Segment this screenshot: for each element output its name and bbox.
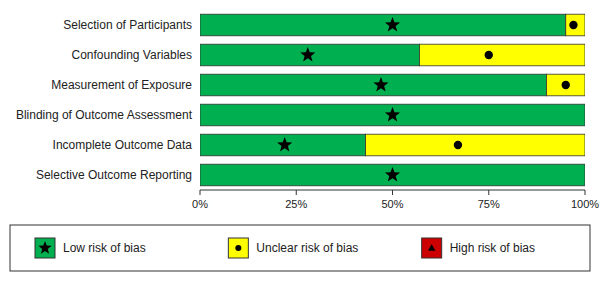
category-label: Confounding Variables (71, 48, 192, 62)
legend-box (10, 225, 590, 271)
plot-area (200, 14, 585, 186)
star-marker (385, 167, 400, 181)
legend-swatch (35, 238, 55, 258)
bar-segment (585, 164, 586, 186)
category-label: Selective Outcome Reporting (36, 168, 192, 182)
x-tick-label: 0% (192, 198, 208, 210)
star-marker (300, 47, 315, 61)
x-tick (488, 190, 489, 195)
bar-segment (366, 134, 585, 156)
x-tick (296, 190, 297, 195)
bar-segment (585, 104, 586, 126)
category-label: Blinding of Outcome Assessment (16, 108, 193, 122)
legend-marker (428, 244, 436, 251)
legend-marker (235, 245, 241, 251)
bar-segment (200, 104, 585, 126)
x-tick (392, 190, 393, 195)
bar-segment (419, 44, 585, 66)
x-tick (585, 190, 586, 195)
legend-label: Low risk of bias (63, 241, 146, 255)
x-tick-label: 50% (381, 198, 403, 210)
bar-segment (200, 14, 566, 36)
bar-segment (585, 74, 586, 96)
bar-segment (547, 74, 586, 96)
bar-segment (585, 44, 586, 66)
circle-marker (562, 81, 570, 89)
legend-label: High risk of bias (450, 241, 535, 255)
legend-swatch (422, 238, 442, 258)
chart: Selection of Participants Confounding Var… (0, 0, 600, 283)
x-tick-label: 75% (478, 198, 500, 210)
bar-segment (200, 74, 547, 96)
star-marker (277, 137, 292, 151)
x-tick (200, 190, 201, 195)
bar-segment (585, 164, 586, 186)
bar-segment (200, 134, 366, 156)
legend-swatch (228, 238, 248, 258)
bar-segment (585, 134, 586, 156)
bar-segment (566, 14, 585, 36)
star-marker (385, 107, 400, 121)
category-label: Measurement of Exposure (51, 78, 192, 92)
category-label: Incomplete Outcome Data (53, 138, 193, 152)
bar-segment (585, 14, 586, 36)
bar-segment (585, 104, 586, 126)
x-tick-label: 25% (285, 198, 307, 210)
category-label: Selection of Participants (63, 18, 192, 32)
legend-marker (38, 241, 51, 254)
bar-segment (200, 164, 585, 186)
bar-segment (200, 44, 419, 66)
circle-marker (569, 21, 577, 29)
circle-marker (485, 51, 493, 59)
star-marker (385, 17, 400, 31)
circle-marker (454, 141, 462, 149)
legend-label: Unclear risk of bias (256, 241, 358, 255)
star-marker (373, 77, 388, 91)
x-tick-label: 100% (571, 198, 599, 210)
